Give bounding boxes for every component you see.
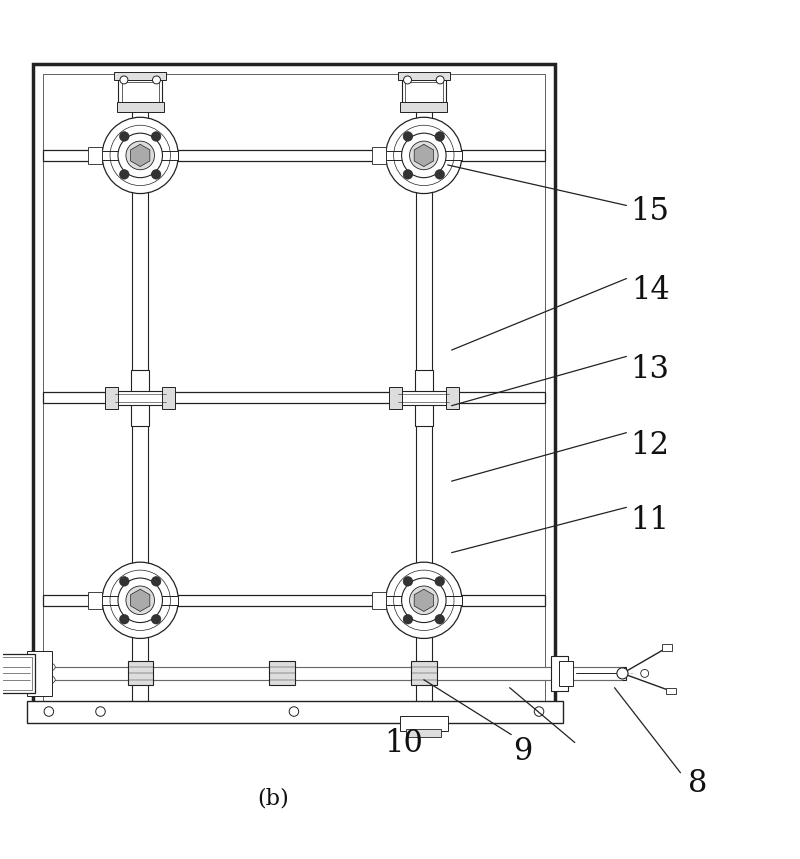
Text: 12: 12 [630,430,670,461]
Text: (b): (b) [257,788,289,810]
Bar [114,72,166,80]
Bar [416,77,432,706]
Circle shape [403,76,411,84]
Circle shape [151,169,161,180]
Bar [411,661,437,685]
Circle shape [118,578,162,623]
Bar [41,667,626,679]
Bar [162,387,175,409]
Bar [132,77,148,706]
Bar [389,387,402,409]
Circle shape [126,586,154,614]
Text: 9: 9 [514,736,533,767]
Circle shape [403,576,413,586]
Circle shape [119,169,129,180]
Bar [559,661,573,686]
Bar [106,387,118,409]
Circle shape [402,133,446,178]
Bar [114,391,167,405]
Bar [402,74,446,104]
Circle shape [119,576,129,586]
Circle shape [289,707,298,716]
Circle shape [403,614,413,624]
Circle shape [102,118,178,193]
Circle shape [119,131,129,141]
Bar [666,688,676,694]
Circle shape [435,169,445,180]
Bar [405,82,442,102]
Circle shape [435,614,445,624]
Bar [26,651,52,696]
Circle shape [402,578,446,623]
Bar [397,391,451,405]
Circle shape [410,586,438,614]
Circle shape [641,669,649,678]
Ellipse shape [23,673,55,686]
Circle shape [403,131,413,141]
Circle shape [534,707,544,716]
Bar [372,147,386,164]
Bar [88,592,102,609]
Bar [406,729,442,737]
Circle shape [435,576,445,586]
Circle shape [386,562,462,638]
Bar [386,595,462,605]
Bar [270,661,294,685]
Bar [446,387,458,409]
Bar [26,701,563,723]
Polygon shape [414,589,434,612]
Text: 15: 15 [630,196,670,227]
Bar [662,644,672,651]
Text: 14: 14 [631,275,670,306]
Polygon shape [130,144,150,167]
Bar [131,370,149,425]
Circle shape [403,169,413,180]
Bar [415,370,433,425]
Bar [0,654,35,693]
Text: 13: 13 [630,355,670,386]
Bar [117,102,164,112]
Circle shape [151,131,161,141]
Bar [127,661,153,685]
Circle shape [120,76,128,84]
Bar [88,147,102,164]
Ellipse shape [23,661,55,673]
Text: 8: 8 [688,768,708,799]
Polygon shape [130,589,150,612]
Circle shape [153,76,161,84]
Circle shape [96,707,106,716]
Bar [400,102,447,112]
Circle shape [119,614,129,624]
Bar [386,150,462,160]
Bar [400,716,448,731]
Circle shape [102,562,178,638]
Bar [398,72,450,80]
Circle shape [410,141,438,170]
Circle shape [617,667,628,679]
Circle shape [118,133,162,178]
Circle shape [126,141,154,170]
Bar [102,150,178,160]
Text: 10: 10 [385,728,423,758]
Bar [118,74,162,104]
Circle shape [151,576,161,586]
Bar [33,64,555,720]
Text: 11: 11 [630,505,670,536]
Bar [102,595,178,605]
Circle shape [44,707,54,716]
Bar [0,657,32,690]
Circle shape [435,131,445,141]
Bar [122,82,159,102]
Circle shape [386,118,462,193]
Circle shape [151,614,161,624]
Bar [42,393,546,403]
Bar [42,149,546,161]
Bar [372,592,386,609]
Bar [42,74,546,710]
Polygon shape [414,144,434,167]
Bar [551,656,569,691]
Circle shape [436,76,444,84]
Bar [42,594,546,606]
